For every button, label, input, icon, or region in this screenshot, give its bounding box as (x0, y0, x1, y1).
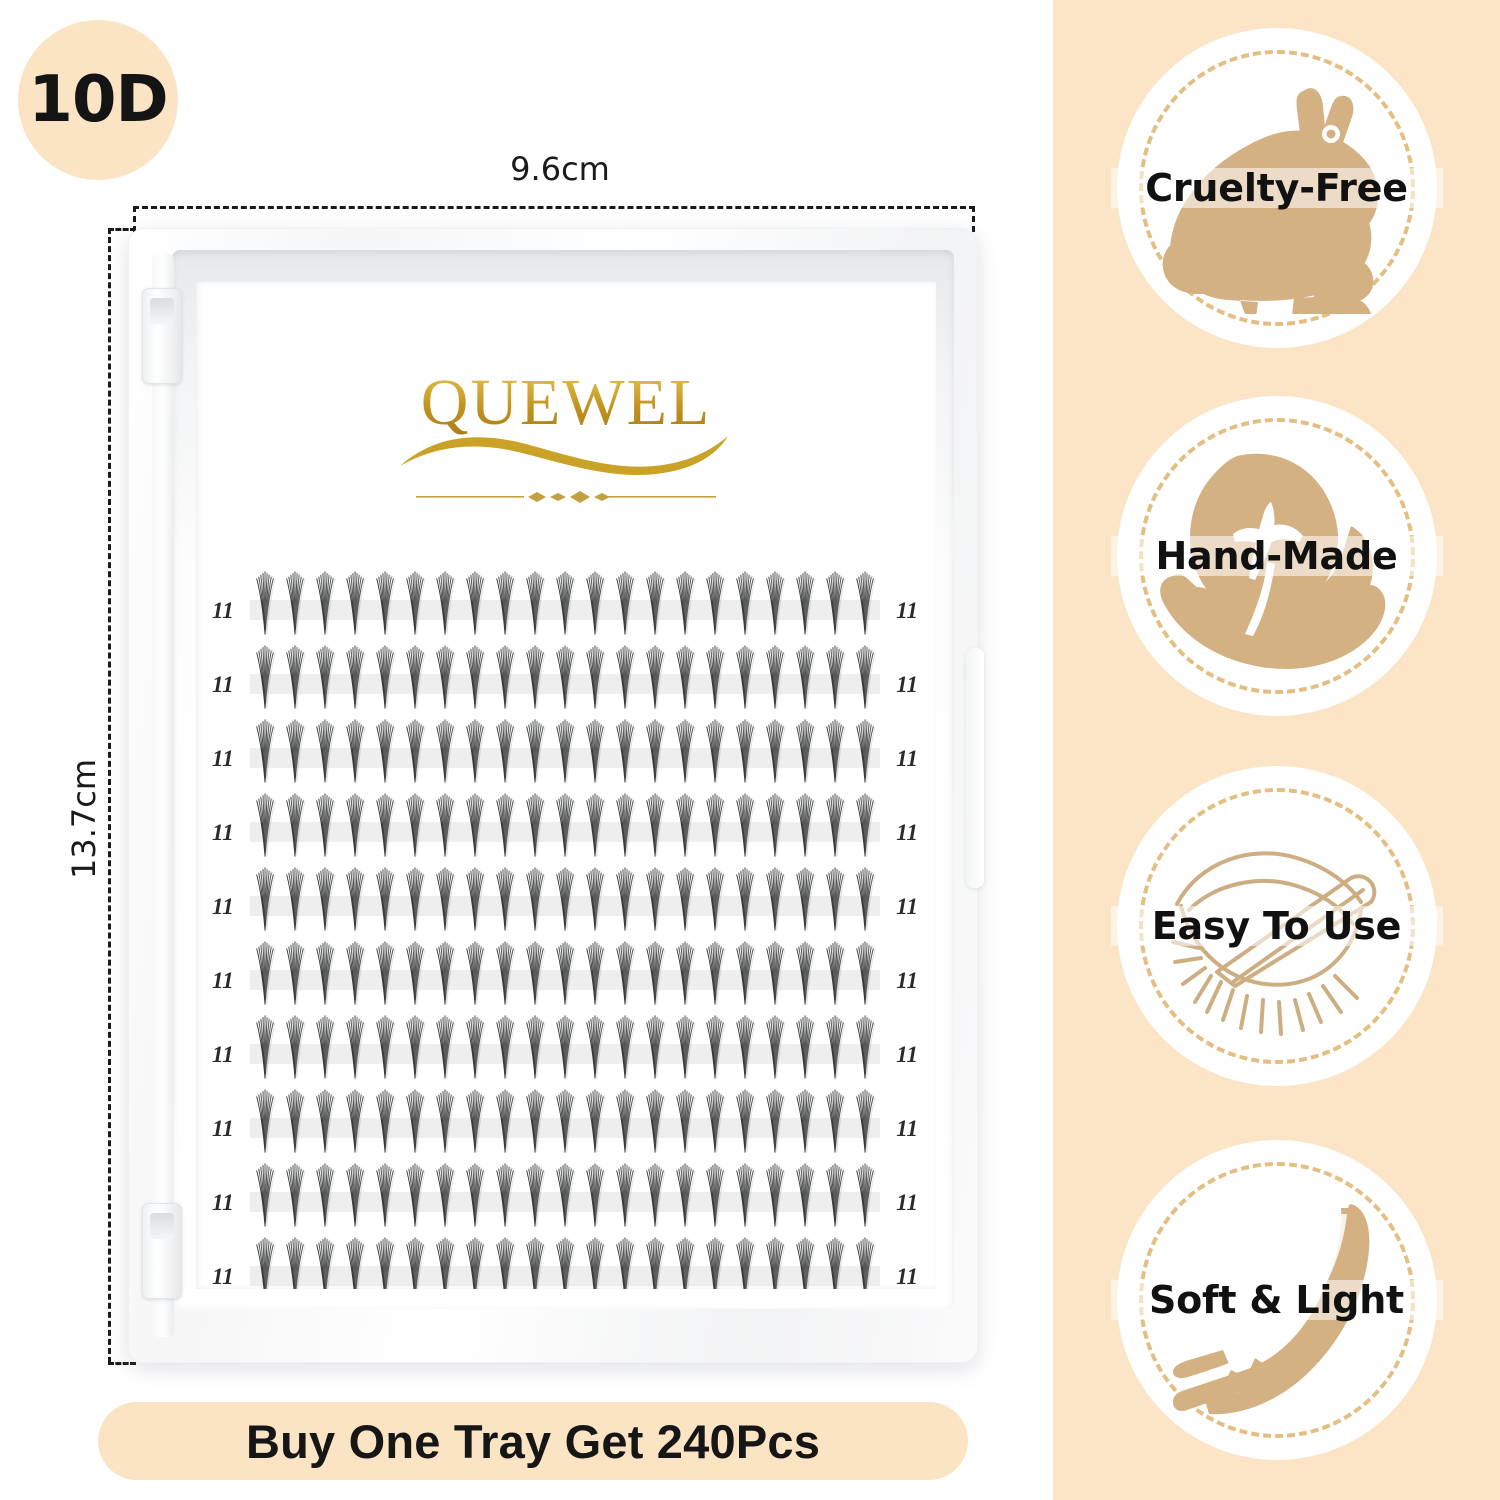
tray-hinge-top (142, 288, 182, 384)
lash-row-length-label-left: 11 (212, 1116, 234, 1141)
lash-rows: 11 11 11 11 11 11 11 11 11 11 11 11 11 11 11 11 11 11 11 11… (196, 564, 936, 1289)
hand-leaf-icon (1155, 430, 1399, 682)
lash-row: 11 11 (196, 564, 936, 638)
tray-side-notch (966, 648, 984, 888)
feature-badge-hand-made: Hand-Made (1110, 396, 1443, 716)
lash-row: 11 11 (196, 1156, 936, 1230)
lash-row: 11 11 (196, 638, 936, 712)
lash-row-length-label-right: 11 (896, 1042, 918, 1067)
size-tag-label: 10D (28, 63, 168, 137)
lash-row-length-label-left: 11 (212, 746, 234, 771)
lash-row-fans (250, 1082, 880, 1156)
lash-row-length-label-left: 11 (212, 1190, 234, 1215)
lash-row-length-label-left: 11 (212, 598, 234, 623)
lash-row: 11 11 (196, 1008, 936, 1082)
brand-swoosh-icon (400, 436, 728, 475)
feature-badge-label: Easy To Use (1110, 904, 1443, 948)
brand-divider-icon (416, 491, 716, 503)
lash-row-length-label-right: 11 (896, 672, 918, 697)
lash-row-fans (250, 1156, 880, 1230)
feature-badge-label: Hand-Made (1110, 534, 1443, 578)
promo-banner-text: Buy One Tray Get 240Pcs (245, 1414, 821, 1468)
feature-panel: Cruelty-Free Hand-Made (1053, 0, 1500, 1500)
lash-row-length-label-right: 11 (896, 1264, 918, 1289)
feature-badge-label: Cruelty-Free (1110, 166, 1443, 210)
lash-row-length-label-left: 11 (212, 820, 234, 845)
brand-wordmark: QUEWEL (366, 370, 766, 436)
lash-row-length-label-left: 11 (212, 1264, 234, 1289)
lash-row: 11 11 (196, 860, 936, 934)
lash-row-length-label-right: 11 (896, 598, 918, 623)
lash-row-length-label-left: 11 (212, 894, 234, 919)
dimension-width-tick-right (972, 206, 975, 232)
lash-row-fans (250, 1230, 880, 1289)
lash-row-fans (250, 564, 880, 638)
tray-hinge-bottom (142, 1203, 182, 1299)
lash-row: 11 11 (196, 1082, 936, 1156)
lash-row-fans (250, 786, 880, 860)
lash-tray: QUEWEL 11 11 11 11 11 11 11 11 11 11 11 11 11 11 11 11 1… (128, 228, 984, 1363)
lash-row-length-label-right: 11 (896, 1190, 918, 1215)
lash-row-fans (250, 860, 880, 934)
tray-spine (152, 254, 174, 1337)
dimension-height-line (108, 228, 111, 1363)
lash-row-fans (250, 638, 880, 712)
feature-badge-cruelty-free: Cruelty-Free (1110, 28, 1443, 348)
tray-inner-surface: QUEWEL 11 11 11 11 11 11 11 11 11 11 11 11 11 11 11 11 1… (196, 282, 936, 1289)
dimension-height-tick-bottom (108, 1362, 136, 1365)
dimension-height-tick-top (108, 228, 136, 231)
lash-row-length-label-right: 11 (896, 746, 918, 771)
lash-row-fans (250, 934, 880, 1008)
size-tag: 10D (18, 20, 178, 180)
feature-badge-easy-to-use: Easy To Use (1110, 766, 1443, 1086)
feature-badge-label: Soft & Light (1110, 1278, 1443, 1322)
brand-logo: QUEWEL (366, 370, 766, 504)
lash-row-fans (250, 712, 880, 786)
lash-row: 11 11 (196, 786, 936, 860)
lash-row-length-label-right: 11 (896, 1116, 918, 1141)
lash-row: 11 11 (196, 712, 936, 786)
lash-row-length-label-left: 11 (212, 1042, 234, 1067)
lash-row-fans (250, 1008, 880, 1082)
dimension-height-label: 13.7cm (65, 759, 103, 880)
lash-row: 11 11 (196, 934, 936, 1008)
lash-row: 11 11 (196, 1230, 936, 1289)
lash-row-length-label-left: 11 (212, 672, 234, 697)
lash-row-length-label-left: 11 (212, 968, 234, 993)
promo-banner: Buy One Tray Get 240Pcs (98, 1402, 968, 1480)
dimension-width-line (133, 206, 975, 209)
lash-row-length-label-right: 11 (896, 894, 918, 919)
feature-badge-soft-light: Soft & Light (1110, 1140, 1443, 1460)
lash-row-length-label-right: 11 (896, 968, 918, 993)
dimension-width-label: 9.6cm (510, 150, 610, 188)
lash-row-length-label-right: 11 (896, 820, 918, 845)
dimension-width-tick-left (133, 206, 136, 232)
